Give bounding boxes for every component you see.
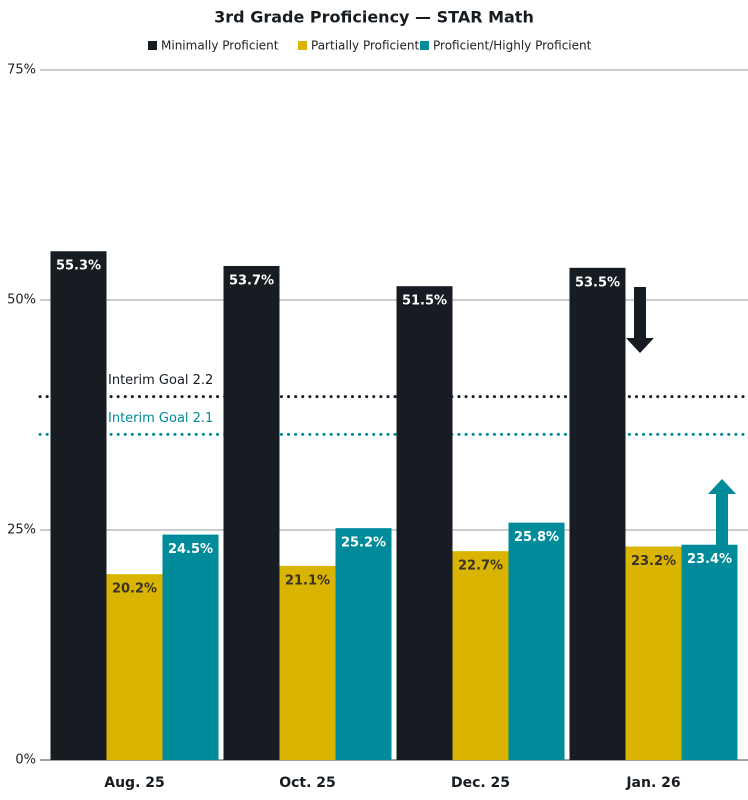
legend-swatch xyxy=(298,41,307,50)
x-tick-label: Oct. 25 xyxy=(279,775,336,791)
value-label: 24.5% xyxy=(168,542,213,557)
chart-title: 3rd Grade Proficiency — STAR Math xyxy=(214,8,534,27)
x-tick-label: Jan. 26 xyxy=(625,775,680,791)
bar xyxy=(162,534,219,760)
value-label: 55.3% xyxy=(56,259,101,274)
value-label: 20.2% xyxy=(112,582,157,597)
value-label: 23.4% xyxy=(687,552,732,567)
value-label: 25.2% xyxy=(341,536,386,551)
bar xyxy=(335,528,392,760)
reference-lines: Interim Goal 2.2 Interim Goal 2.1 xyxy=(38,373,748,436)
value-label: 23.2% xyxy=(631,554,676,569)
legend-swatch xyxy=(148,41,157,50)
bar xyxy=(106,574,163,760)
bar xyxy=(223,265,280,760)
y-tick-label: 25% xyxy=(7,523,36,538)
legend: Minimally Proficient Partially Proficient… xyxy=(148,39,592,53)
bar xyxy=(681,544,738,760)
arrows xyxy=(626,287,736,545)
bar xyxy=(508,522,565,760)
bar xyxy=(452,551,509,760)
x-tick-label: Aug. 25 xyxy=(104,775,165,791)
bar xyxy=(50,251,107,761)
value-label: 53.5% xyxy=(575,275,620,290)
reference-label: Interim Goal 2.1 xyxy=(108,411,213,426)
bar xyxy=(279,565,336,760)
down-arrow xyxy=(626,287,654,353)
y-tick-label: 75% xyxy=(7,63,36,78)
value-label: 53.7% xyxy=(229,273,274,288)
value-label: 25.8% xyxy=(514,530,559,545)
value-label: 21.1% xyxy=(285,573,330,588)
y-tick-label: 0% xyxy=(15,753,36,768)
bar xyxy=(396,286,453,760)
bars: Aug. 25 55.3% 20.2% 24.5% Oct. 25 53.7% 21.1% 2… xyxy=(50,251,738,791)
legend-label: Partially Proficient xyxy=(311,39,419,53)
value-label: 51.5% xyxy=(402,294,447,309)
bar xyxy=(625,546,682,760)
x-tick-label: Dec. 25 xyxy=(451,775,510,791)
y-tick-label: 50% xyxy=(7,293,36,308)
reference-label: Interim Goal 2.2 xyxy=(108,373,213,388)
legend-label: Minimally Proficient xyxy=(161,39,279,53)
legend-label: Proficient/Highly Proficient xyxy=(433,39,592,53)
up-arrow xyxy=(708,479,736,545)
legend-swatch xyxy=(420,41,429,50)
bar xyxy=(569,267,626,760)
value-label: 22.7% xyxy=(458,559,503,574)
